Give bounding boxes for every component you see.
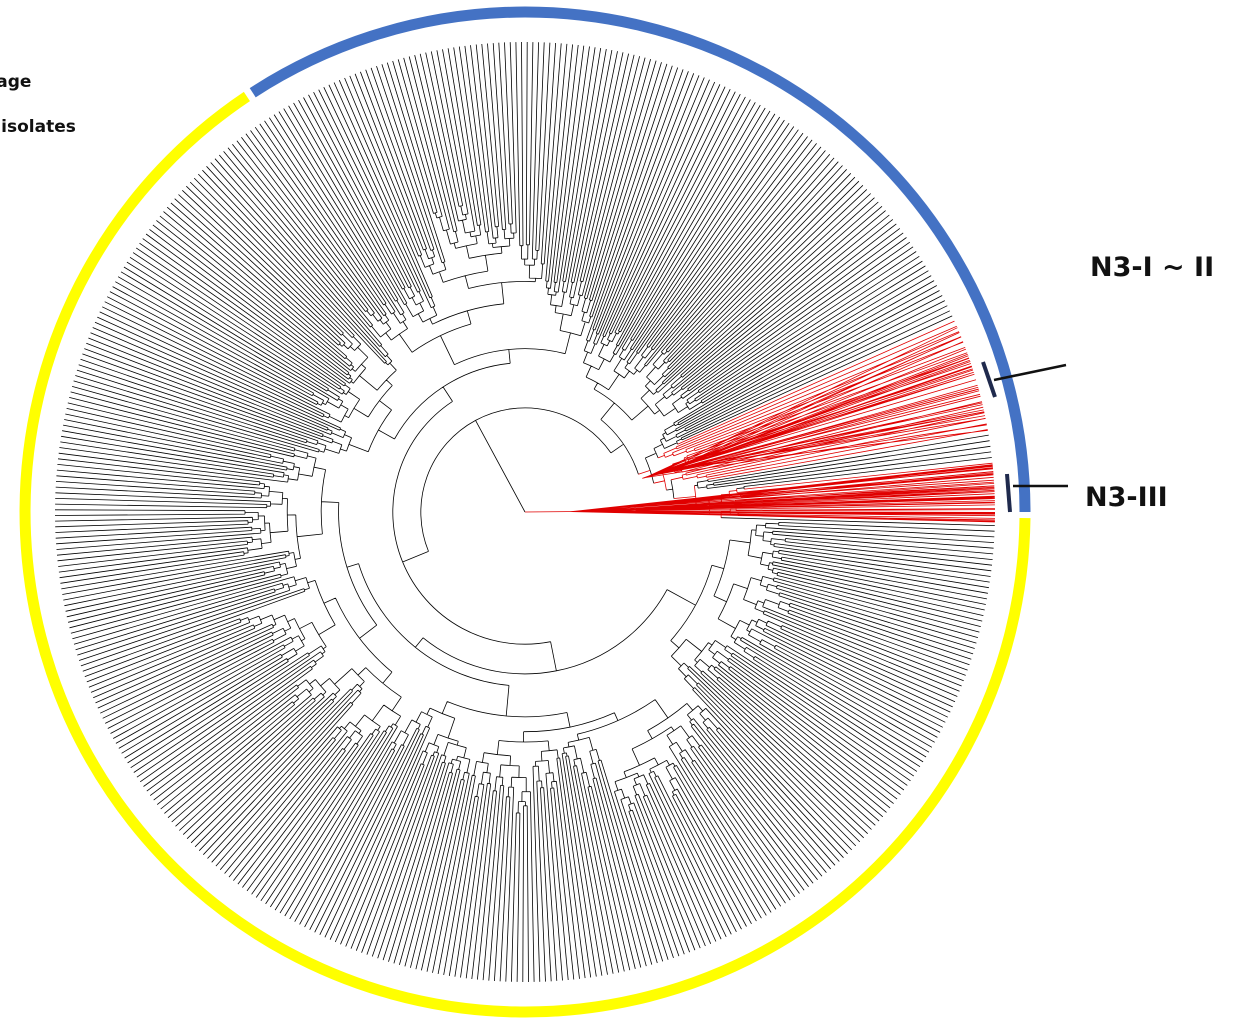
lineage-ring-blue <box>249 6 1031 513</box>
clade-bar-n3-iii <box>1005 473 1012 513</box>
black-branch-set <box>54 41 995 983</box>
tree-branches <box>54 41 995 983</box>
clade-pointer-n3-i-ii <box>993 363 1067 382</box>
highlighted-red-branches <box>524 320 996 523</box>
lineage-ring-yellow <box>19 91 1031 1018</box>
legend-lineage-label: Lineage <box>0 72 32 92</box>
clade-bar-n3-i-ii <box>981 361 997 398</box>
red-branch-set <box>524 320 996 523</box>
clade-label-n3-i-ii: N3-I ~ II <box>1090 252 1215 283</box>
clade-label-n3-iii: N3-III <box>1085 482 1168 513</box>
legend-isolates-label: # of isolates <box>0 117 76 137</box>
